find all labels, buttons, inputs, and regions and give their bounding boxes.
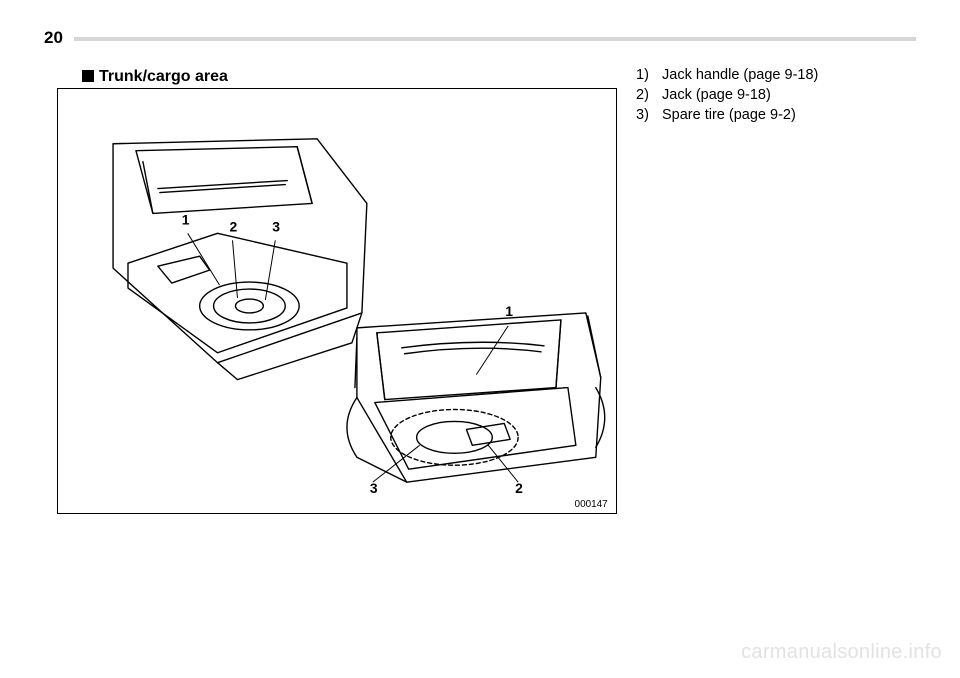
callout-top-1: 1 (182, 211, 190, 227)
legend-text: Jack handle (page 9-18) (662, 66, 818, 85)
figure-id: 000147 (575, 499, 609, 510)
legend-num: 1) (636, 66, 662, 85)
callout-top-3: 3 (272, 218, 280, 234)
page-header: 20 (44, 28, 916, 48)
legend-text: Spare tire (page 9-2) (662, 106, 796, 125)
callout-bottom-1: 1 (505, 303, 513, 319)
legend-num: 3) (636, 106, 662, 125)
legend-item: 2) Jack (page 9-18) (636, 86, 818, 105)
heading-bullet-icon (82, 70, 94, 82)
watermark: carmanualsonline.info (741, 641, 942, 664)
section-heading-text: Trunk/cargo area (99, 68, 228, 85)
section-heading: Trunk/cargo area (82, 68, 228, 86)
legend-text: Jack (page 9-18) (662, 86, 771, 105)
legend-list: 1) Jack handle (page 9-18) 2) Jack (page… (636, 66, 818, 126)
callout-bottom-3: 3 (370, 480, 378, 496)
trunk-diagram-svg: 1 2 3 1 2 3 000147 (58, 89, 616, 513)
page-number: 20 (44, 28, 63, 48)
header-divider (74, 37, 916, 41)
callout-top-2: 2 (230, 218, 238, 234)
legend-num: 2) (636, 86, 662, 105)
legend-item: 1) Jack handle (page 9-18) (636, 66, 818, 85)
trunk-diagram: 1 2 3 1 2 3 000147 (57, 88, 617, 514)
legend-item: 3) Spare tire (page 9-2) (636, 106, 818, 125)
callout-bottom-2: 2 (515, 480, 523, 496)
